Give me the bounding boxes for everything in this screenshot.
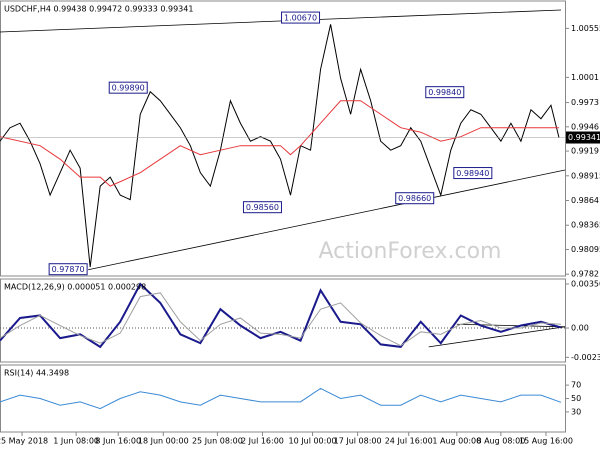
series-line xyxy=(0,282,562,349)
x-tick-label: 25 Jun 08:00 xyxy=(192,437,243,446)
y-tick-label: 0.98915 xyxy=(571,171,600,180)
last-price: 0.99341 xyxy=(568,133,600,142)
annotation-box xyxy=(453,167,493,180)
watermark: ActionForex.com xyxy=(319,239,502,264)
annotation: 1.00670 xyxy=(284,14,317,23)
y-tick-label: 1.0001 xyxy=(571,73,599,82)
x-tick-label: 25 May 2018 xyxy=(0,437,48,446)
annotation: 0.99890 xyxy=(112,84,145,93)
panel-frame xyxy=(0,0,566,277)
annotation-box xyxy=(108,81,148,94)
panel-title: MACD(12,26,9) 0.000051 0.000298 xyxy=(4,283,146,292)
trendline xyxy=(88,169,566,271)
annotation-box xyxy=(425,86,465,99)
annotation: 0.98560 xyxy=(246,203,279,212)
x-tick-label: 2 Jul 16:00 xyxy=(241,437,284,446)
y-tick-label: 0.00 xyxy=(571,324,589,333)
y-tick-label: 30 xyxy=(571,407,581,416)
trendline xyxy=(0,9,562,33)
series-line xyxy=(0,24,560,268)
x-tick-label: 8 Aug 08:00 xyxy=(476,437,525,446)
annotation: 0.98660 xyxy=(398,194,431,203)
y-tick-label: 70 xyxy=(571,381,581,390)
series-line xyxy=(0,387,562,410)
y-tick-label: 0.9864 xyxy=(571,196,599,205)
y-tick-label: 0.98365 xyxy=(571,221,600,230)
y-tick-label: 50 xyxy=(571,394,581,403)
trendline xyxy=(456,323,566,328)
annotation: 0.98940 xyxy=(456,169,489,178)
y-tick-label: 1.00555 xyxy=(571,24,600,33)
panel-title: RSI(14) 44.3498 xyxy=(4,369,69,378)
annotation-box xyxy=(48,263,88,276)
annotation: 0.97870 xyxy=(52,265,85,274)
y-tick-label: 0.003505 xyxy=(571,279,600,288)
annotation-box xyxy=(281,11,321,24)
x-tick-label: 1 Jun 08:00 xyxy=(53,437,99,446)
trendline xyxy=(428,326,566,348)
y-tick-label: 0.9946 xyxy=(571,122,599,131)
x-tick-label: 10 Jul 00:00 xyxy=(289,437,337,446)
x-tick-label: 24 Jul 16:00 xyxy=(385,437,433,446)
panel-title: USDCHF,H4 0.99438 0.99472 0.99333 0.9934… xyxy=(4,5,193,14)
x-tick-label: 17 Jul 08:00 xyxy=(334,437,382,446)
series-line xyxy=(0,100,559,187)
last-price-box xyxy=(566,131,600,144)
x-tick-label: 15 Aug 16:00 xyxy=(519,437,573,446)
y-tick-label: 0.9782 xyxy=(571,270,599,279)
panel-frame xyxy=(0,278,566,363)
y-tick-label: 0.9973 xyxy=(571,98,599,107)
x-tick-label: 8 Jun 16:00 xyxy=(95,437,141,446)
annotation-box xyxy=(242,201,282,214)
series-line xyxy=(0,292,562,347)
y-tick-label: -0.002328 xyxy=(571,353,600,362)
x-tick-label: 18 Jun 00:00 xyxy=(138,437,189,446)
y-tick-label: 0.9919 xyxy=(571,147,599,156)
annotation-box xyxy=(395,192,435,205)
y-tick-label: 0.98095 xyxy=(571,245,600,254)
x-tick-label: 1 Aug 00:00 xyxy=(432,437,481,446)
annotation: 0.99840 xyxy=(428,88,461,97)
